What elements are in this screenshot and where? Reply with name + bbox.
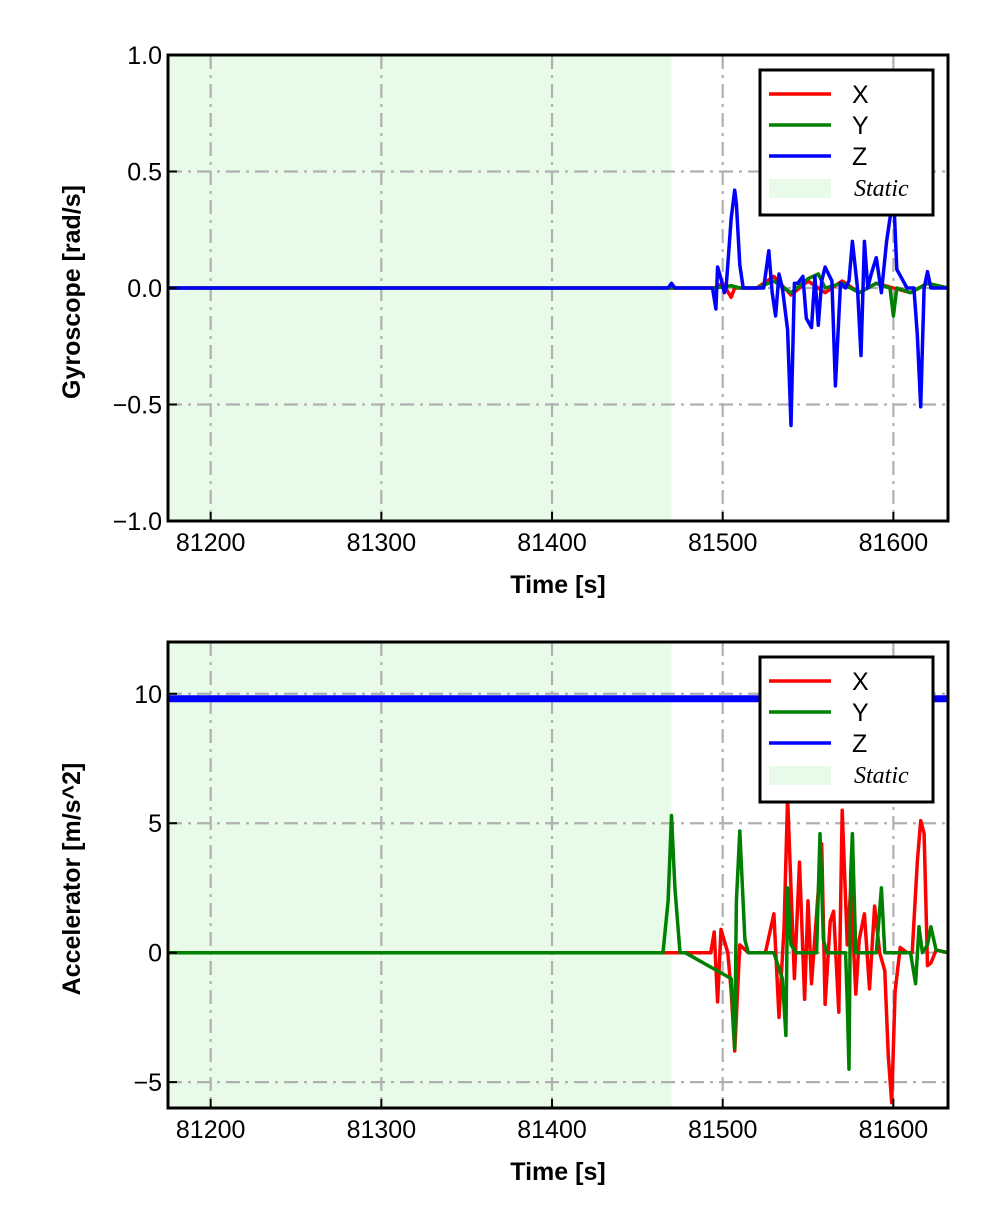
legend-label-x: X [852,668,869,696]
axis-ticks: 81200 81300 81400 81500 81600 −5 0 5 10 [133,681,928,1144]
legend-label-z: Z [852,730,867,758]
series-line-z [168,188,948,428]
y-tick-label: 5 [148,810,162,838]
series-lines [168,188,948,428]
legend-swatch-static [769,179,831,198]
legend-label-static: Static [854,176,909,202]
x-axis-label: Time [s] [510,1158,605,1186]
x-axis-label: Time [s] [510,571,605,599]
accelerator-panel: 81200 81300 81400 81500 81600 −5 0 5 10 Time [s]… [58,640,950,1186]
legend-label-z: Z [852,143,867,171]
x-tick-label: 81300 [347,529,417,557]
y-axis-label: Accelerator [m/s^2] [58,763,86,996]
static-region-fill [168,642,672,1108]
series-line-y [168,813,948,1071]
y-axis-label: Gyroscope [rad/s] [58,185,86,399]
legend-label-y: Y [852,112,869,140]
x-tick-label: 81600 [859,529,929,557]
plot-frame [166,640,950,1110]
legend-label-x: X [852,81,869,109]
x-tick-label: 81200 [176,529,246,557]
x-tick-label: 81400 [517,1116,587,1144]
x-tick-label: 81500 [688,1116,758,1144]
y-tick-label: 10 [134,681,162,709]
y-tick-label: 1.0 [127,42,162,70]
y-tick-label: 0.5 [127,159,162,187]
legend-label-y: Y [852,699,869,727]
y-tick-label: −5 [133,1069,162,1097]
legend-label-static: Static [854,763,909,789]
gyroscope-panel: 81200 81300 81400 81500 81600 −1.0 −0.5 0.0 0.5 1… [58,42,950,599]
x-tick-label: 81400 [517,529,587,557]
y-tick-label: 0 [148,940,162,968]
legend-swatch-static [769,766,831,785]
static-region [168,642,672,1108]
y-tick-label: 0.0 [127,275,162,303]
x-tick-label: 81200 [176,1116,246,1144]
x-tick-label: 81500 [688,529,758,557]
y-tick-label: −1.0 [113,508,162,536]
y-tick-label: −0.5 [113,392,162,420]
x-tick-label: 81300 [347,1116,417,1144]
legend: X Y Z Static [758,68,935,217]
x-tick-label: 81600 [859,1116,929,1144]
axis-ticks: 81200 81300 81400 81500 81600 −1.0 −0.5 0.0 0.5 1… [113,42,929,557]
legend: X Y Z Static [758,655,935,804]
